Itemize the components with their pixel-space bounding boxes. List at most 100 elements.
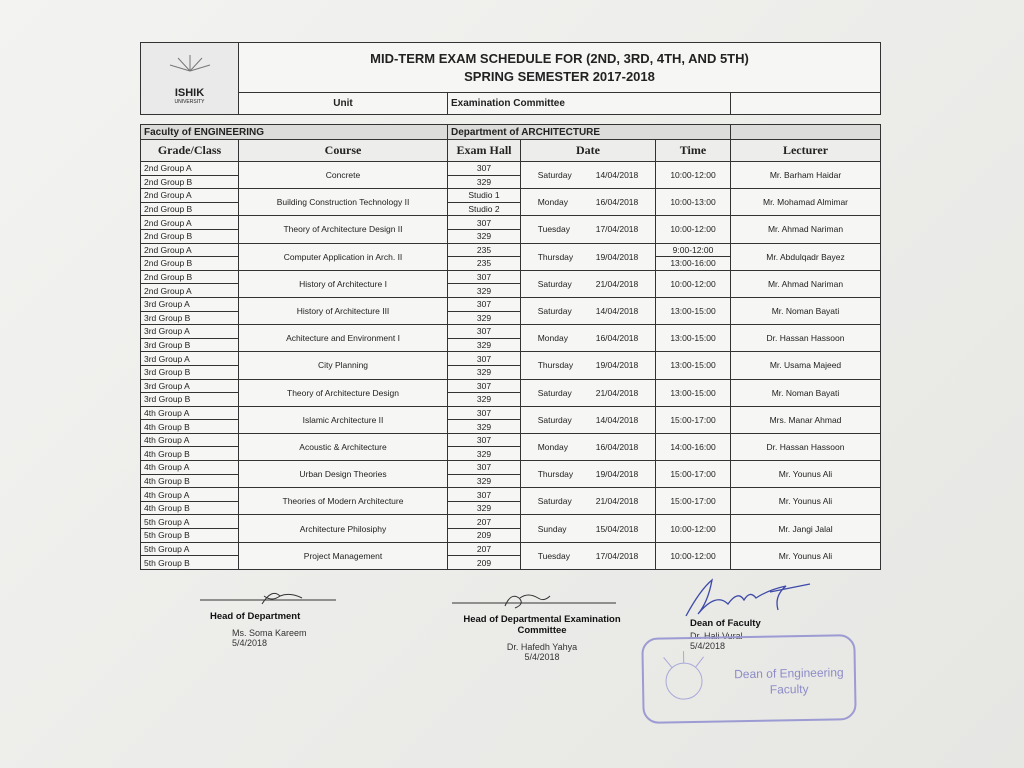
lecturer: Mr. Ahmad Nariman bbox=[730, 215, 881, 244]
subtitle: SPRING SEMESTER 2017-2018 bbox=[464, 68, 655, 84]
date: 15/04/2018 bbox=[595, 523, 639, 534]
date-cell: Saturday 21/04/2018 bbox=[520, 378, 656, 407]
exam-row: 3rd Group B 329 bbox=[140, 310, 881, 326]
day: Thursday bbox=[537, 469, 574, 480]
course: Project Management bbox=[238, 541, 448, 570]
title-row: ISHIK UNIVERSITY MID-TERM EXAM SCHEDULE … bbox=[140, 42, 881, 115]
date: 14/04/2018 bbox=[595, 170, 639, 181]
exam-hall: 307 bbox=[447, 324, 521, 339]
date: 21/04/2018 bbox=[595, 278, 639, 289]
signature-role: Head of Departmental Examination Committ… bbox=[463, 614, 621, 636]
time: 10:00-12:00 bbox=[655, 269, 731, 298]
logo-text: ISHIK bbox=[174, 86, 205, 99]
group: 3rd Group A bbox=[140, 351, 239, 366]
exam-row: 2nd Group A Computer Application in Arch.… bbox=[140, 242, 881, 271]
exam-hall: 307 bbox=[447, 296, 521, 312]
exam-row: 2nd Group B History of Architecture I 307 S… bbox=[140, 269, 881, 298]
stamp: Dean of Engineering Faculty bbox=[641, 634, 857, 724]
faculty: Faculty of ENGINEERING bbox=[140, 124, 448, 140]
lecturer: Mr. Barham Haidar bbox=[730, 160, 881, 190]
dean-signature bbox=[685, 578, 811, 617]
exam-hall: 235 bbox=[447, 256, 521, 271]
group: 2nd Group A bbox=[140, 242, 239, 258]
time: 13:00-15:00 bbox=[655, 351, 731, 380]
exam-row: 2nd Group A Building Construction Technol… bbox=[140, 188, 881, 217]
date: 16/04/2018 bbox=[595, 441, 639, 452]
date: 19/04/2018 bbox=[595, 469, 639, 480]
exam-row: 2nd Group A Theory of Architecture Design… bbox=[140, 215, 881, 244]
logo-icon bbox=[169, 54, 210, 71]
date-cell: Saturday 14/04/2018 bbox=[520, 405, 656, 434]
exam-hall: 209 bbox=[447, 528, 521, 543]
exam-row: 3rd Group A Theory of Architecture Design… bbox=[140, 378, 881, 407]
exam-row: 4th Group A Urban Design Theories 307 Thurs… bbox=[140, 460, 881, 489]
group: 3rd Group B bbox=[140, 310, 239, 326]
signature-date: 5/4/2018 bbox=[232, 638, 268, 648]
exam-row: 4th Group B 329 bbox=[140, 446, 881, 462]
exam-row: 3rd Group B 329 bbox=[140, 392, 881, 407]
exam-hall: 307 bbox=[447, 487, 521, 502]
course: City Planning bbox=[238, 351, 448, 380]
exam-hall: 329 bbox=[447, 364, 521, 380]
faculty-row: Faculty of ENGINEERING Department of ARC… bbox=[140, 124, 881, 140]
schedule-table: ISHIK UNIVERSITY MID-TERM EXAM SCHEDULE … bbox=[140, 42, 881, 570]
signature-1: Head of Department Ms. Soma Kareem 5/4/201… bbox=[210, 611, 330, 648]
lecturer: Mr. Noman Bayati bbox=[730, 378, 881, 407]
course: Concrete bbox=[238, 160, 448, 190]
exam-row: 3rd Group A Achitecture and Environment I… bbox=[140, 324, 881, 353]
date-cell: Saturday 21/04/2018 bbox=[520, 487, 656, 516]
day: Sunday bbox=[537, 523, 567, 534]
day: Monday bbox=[537, 197, 568, 208]
time: 13:00-15:00 bbox=[655, 324, 731, 353]
date: 14/04/2018 bbox=[595, 414, 639, 425]
column-header: Course bbox=[238, 139, 448, 162]
exam-row: 4th Group B 329 bbox=[140, 500, 881, 516]
exam-hall: 329 bbox=[447, 310, 521, 326]
date: 17/04/2018 bbox=[595, 224, 639, 235]
day: Monday bbox=[537, 333, 568, 344]
column-header: Grade/Class bbox=[140, 139, 239, 162]
exam-row: 4th Group A Islamic Architecture II 307 Sat… bbox=[140, 405, 881, 434]
time: 15:00-17:00 bbox=[655, 460, 731, 489]
exam-row: 3rd Group A City Planning 307 Thursday 19/04… bbox=[140, 351, 881, 380]
exam-row: 4th Group A Acoustic & Architecture 307 Mon… bbox=[140, 432, 881, 462]
column-header: Exam Hall bbox=[447, 139, 521, 162]
time: 15:00-17:00 bbox=[655, 405, 731, 434]
date: 16/04/2018 bbox=[595, 333, 639, 344]
lecturer: Mr. Jangi Jalal bbox=[730, 514, 881, 543]
time: 10:00-12:00 bbox=[655, 541, 731, 570]
group: 4th Group B bbox=[140, 500, 239, 516]
lecturer: Mr. Ahmad Nariman bbox=[730, 269, 881, 298]
date-cell: Monday 16/04/2018 bbox=[520, 188, 656, 217]
course: Building Construction Technology II bbox=[238, 188, 448, 217]
table-body: ISHIK UNIVERSITY MID-TERM EXAM SCHEDULE … bbox=[140, 42, 881, 570]
signature-name: Dr. Hali Vural bbox=[690, 631, 743, 641]
time: 13:00-16:00 bbox=[655, 256, 731, 271]
day: Saturday bbox=[537, 170, 572, 181]
lecturer: Mr. Younus Ali bbox=[730, 487, 881, 516]
date: 14/04/2018 bbox=[595, 306, 639, 317]
group: 4th Group A bbox=[140, 460, 239, 475]
group: 4th Group A bbox=[140, 432, 239, 448]
lecturer: Mr. Mohamad Almimar bbox=[730, 188, 881, 217]
exam-hall: 209 bbox=[447, 555, 521, 570]
exam-hall: 307 bbox=[447, 405, 521, 421]
exam-row: 5th Group A Project Management 207 Tuesday 1… bbox=[140, 541, 881, 570]
course: Achitecture and Environment I bbox=[238, 324, 448, 353]
signature-role: Dean of Faculty bbox=[690, 618, 761, 629]
group: 5th Group B bbox=[140, 528, 239, 543]
lecturer: Dr. Hassan Hassoon bbox=[730, 324, 881, 353]
date-cell: Saturday 14/04/2018 bbox=[520, 160, 656, 190]
course: Acoustic & Architecture bbox=[238, 432, 448, 462]
day: Tuesday bbox=[537, 224, 571, 235]
signature-name: Dr. Hafedh Yahya bbox=[506, 642, 578, 652]
date-cell: Tuesday 17/04/2018 bbox=[520, 215, 656, 244]
time: 10:00-12:00 bbox=[655, 215, 731, 244]
title: MID-TERM EXAM SCHEDULE FOR (2ND, 3RD, 4T… bbox=[370, 50, 749, 66]
exam-row: 5th Group A Architecture Philosiphy 207 Sun… bbox=[140, 514, 881, 543]
exam-hall: 307 bbox=[447, 460, 521, 475]
day: Saturday bbox=[537, 414, 572, 425]
date: 21/04/2018 bbox=[595, 387, 639, 398]
column-header: Date bbox=[520, 139, 656, 162]
exam-hall: 329 bbox=[447, 473, 521, 489]
